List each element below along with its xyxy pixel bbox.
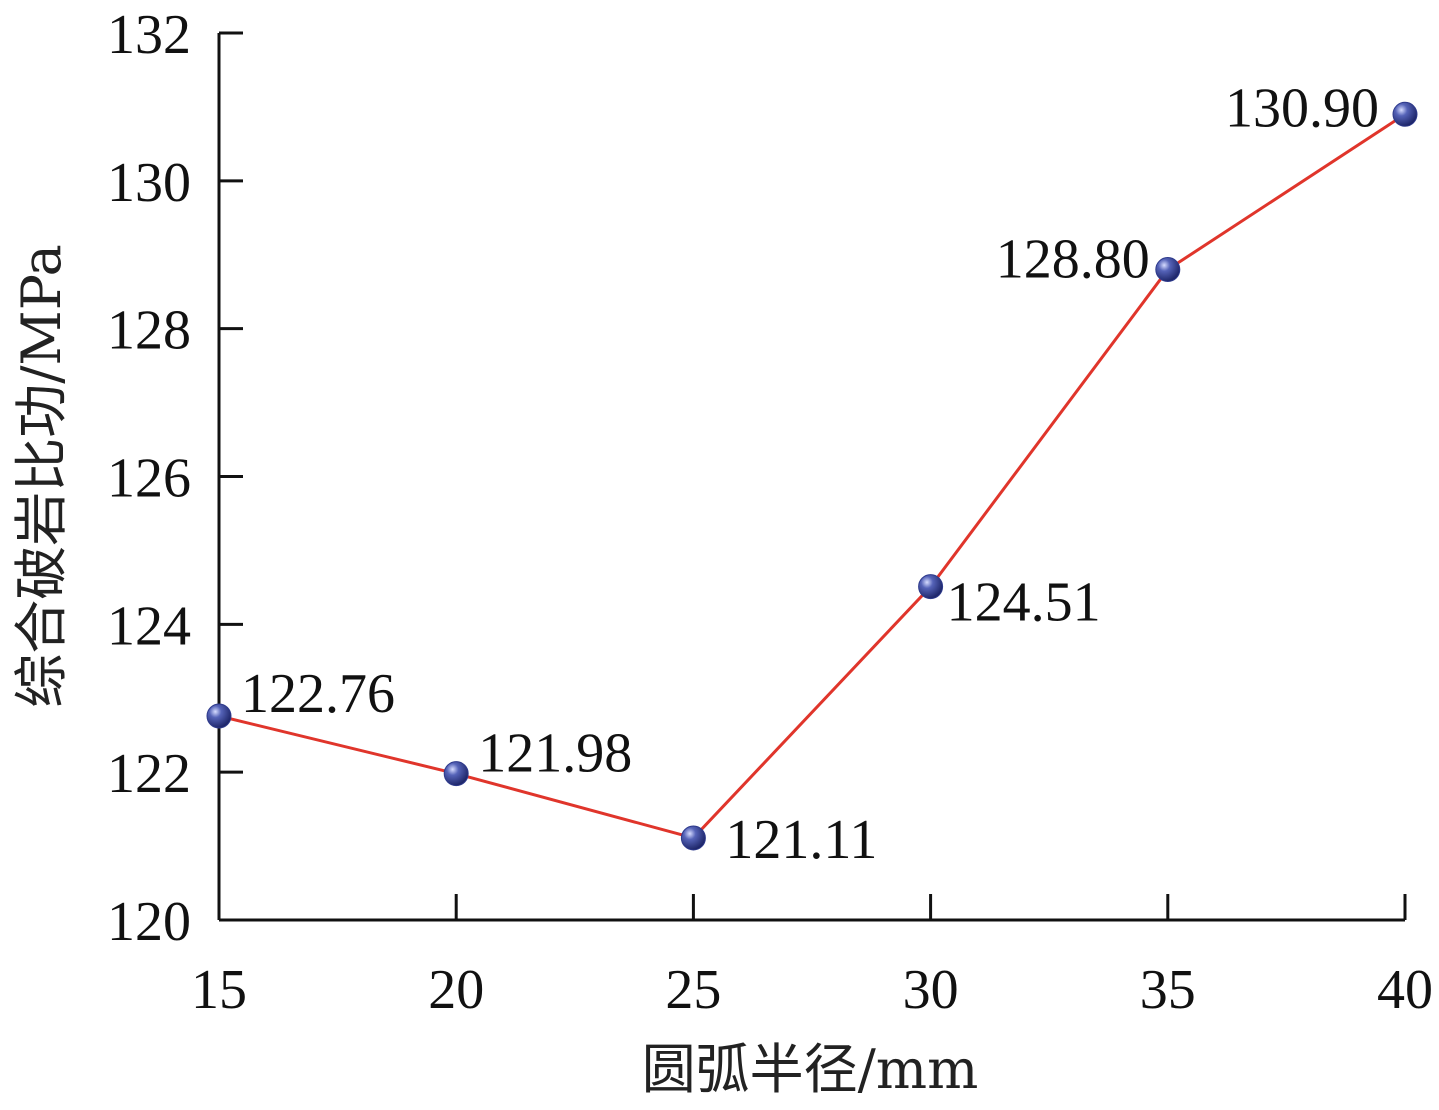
- data-point: [1392, 101, 1418, 127]
- y-tick-label: 126: [107, 448, 191, 510]
- y-tick-label: 132: [107, 4, 191, 66]
- x-axis-ticks: 15 20 25 30 35 40: [191, 894, 1433, 1021]
- y-tick-label: 122: [107, 743, 191, 805]
- x-tick-label: 15: [191, 959, 247, 1021]
- x-tick-label: 25: [665, 959, 721, 1021]
- data-label: 124.51: [947, 572, 1101, 634]
- y-tick-label: 128: [107, 300, 191, 362]
- y-axis-title: 综合破岩比功/MPa: [10, 244, 73, 708]
- x-tick-label: 35: [1140, 959, 1196, 1021]
- data-label: 128.80: [996, 229, 1150, 291]
- data-label: 130.90: [1225, 77, 1379, 139]
- x-tick-label: 20: [428, 959, 484, 1021]
- y-axis-ticks: 120 122 124 126 128 130 132: [107, 4, 243, 953]
- data-label: 122.76: [241, 663, 395, 725]
- series-line: [218, 113, 1406, 840]
- data-label: 121.98: [478, 723, 632, 785]
- data-point: [1155, 257, 1181, 283]
- plot-area: 15 20 25 30 35 40 120 122 124 126 128 130 132 122.7…: [107, 4, 1433, 1021]
- x-axis-title: 圆弧半径/mm: [642, 1038, 979, 1101]
- y-tick-label: 120: [107, 891, 191, 953]
- data-label: 121.11: [725, 809, 877, 871]
- y-tick-label: 130: [107, 152, 191, 214]
- x-tick-label: 40: [1377, 959, 1433, 1021]
- data-series: 122.76 121.98 121.11 124.51 128.80 130.90: [206, 77, 1418, 871]
- data-point: [680, 825, 706, 851]
- data-point: [443, 761, 469, 787]
- data-point: [918, 574, 944, 600]
- y-tick-label: 124: [107, 595, 191, 657]
- data-point: [206, 703, 232, 729]
- x-tick-label: 30: [903, 959, 959, 1021]
